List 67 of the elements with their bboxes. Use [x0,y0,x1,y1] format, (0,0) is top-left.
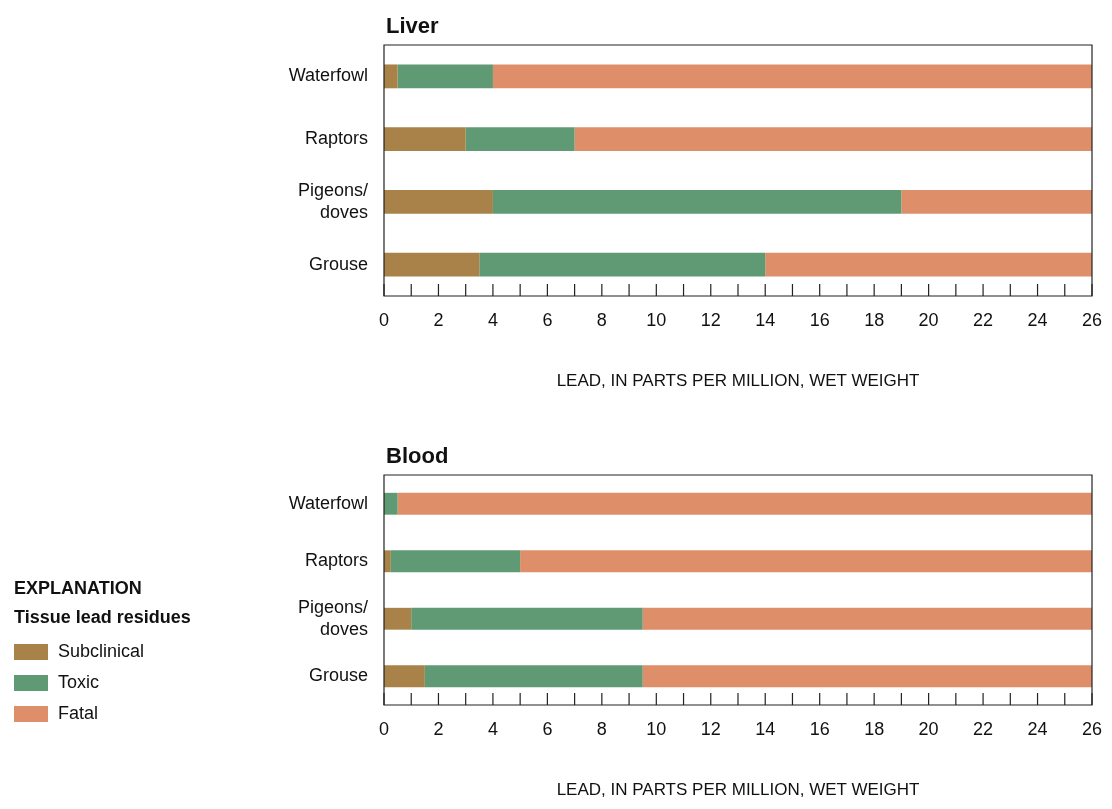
x-axis-title: LEAD, IN PARTS PER MILLION, WET WEIGHT [556,780,920,800]
bar [397,492,1092,515]
legend-label: Subclinical [58,641,145,662]
x-tick-label: 14 [755,309,776,330]
x-tick-label: 12 [700,309,721,330]
chart-title: Blood [386,443,449,469]
x-tick-label: 26 [1081,718,1103,739]
x-tick-label: 18 [864,718,885,739]
bar [384,252,480,277]
x-tick-label: 16 [809,309,830,330]
x-tick-label: 18 [864,309,885,330]
bar [384,492,398,515]
y-tick-label: Raptors [304,550,368,571]
x-tick-label: 2 [433,718,444,739]
bar [520,550,1092,573]
bar [642,665,1092,688]
x-axis-title: LEAD, IN PARTS PER MILLION, WET WEIGHT [556,371,920,391]
x-tick-label: 0 [378,309,390,330]
bar [492,64,1092,89]
x-tick-label: 26 [1081,309,1103,330]
x-tick-label: 2 [433,309,444,330]
bar [765,252,1092,277]
bar [397,64,493,89]
x-tick-label: 16 [809,718,830,739]
x-tick-label: 0 [378,718,390,739]
bar [384,64,398,89]
y-tick-label: Grouse [308,665,368,686]
bar [411,607,643,630]
legend-label: Toxic [58,672,100,693]
y-tick-label: Raptors [304,128,368,149]
chart-title: Liver [386,13,440,39]
y-tick-label: Waterfowl [288,65,368,86]
x-tick-label: 4 [487,309,498,330]
text: EXPLANATION [14,578,143,599]
bar [574,127,1092,152]
x-tick-label: 4 [487,718,498,739]
y-tick-label: Pigeons/doves [297,596,368,639]
x-tick-label: 6 [542,309,553,330]
bar [465,127,575,152]
legend-title: Tissue lead residues [14,607,191,628]
bar [384,607,412,630]
legend-label: Fatal [58,703,99,724]
x-tick-label: 14 [755,718,776,739]
bar [424,665,643,688]
bar [384,189,493,214]
x-tick-label: 10 [646,718,667,739]
bar [390,550,521,573]
x-tick-label: 8 [596,718,607,739]
bar [479,252,766,277]
x-tick-label: 6 [542,718,553,739]
x-tick-label: 22 [973,309,994,330]
y-tick-label: Pigeons/doves [297,180,368,222]
bar [384,127,466,152]
x-tick-label: 22 [973,718,994,739]
x-tick-label: 24 [1027,718,1048,739]
y-tick-label: Waterfowl [288,492,368,513]
x-tick-label: 24 [1027,309,1048,330]
x-tick-label: 20 [918,309,939,330]
x-tick-label: 12 [700,718,721,739]
bar [384,665,425,688]
x-tick-label: 10 [646,309,667,330]
bar [642,607,1092,630]
bar [901,189,1092,214]
bar [492,189,902,214]
y-tick-label: Grouse [308,253,368,274]
x-tick-label: 20 [918,718,939,739]
x-tick-label: 8 [596,309,607,330]
